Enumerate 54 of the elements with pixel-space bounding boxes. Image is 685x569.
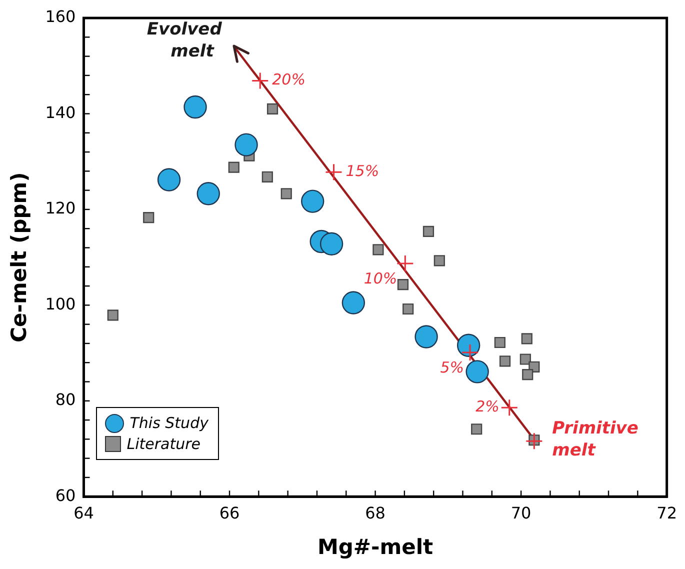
legend-label: Literature [126, 434, 201, 453]
x-axis-title: Mg#-melt [317, 534, 434, 559]
y-tick-label: 60 [55, 486, 76, 505]
y-tick-label: 140 [45, 102, 76, 122]
point [228, 162, 240, 173]
point [324, 163, 342, 181]
annotation: 2% [476, 397, 500, 416]
point [500, 398, 518, 416]
x-tick-label: 72 [656, 503, 677, 522]
point [402, 303, 414, 315]
point [320, 232, 344, 256]
point [397, 279, 409, 290]
x-tick-label: 68 [365, 503, 386, 522]
x-tick-label: 70 [510, 503, 532, 522]
annotation: 10% [364, 269, 398, 288]
point [262, 171, 273, 182]
point [266, 103, 278, 114]
point [107, 310, 118, 321]
annotation: Evolved melt [146, 20, 223, 62]
point [422, 226, 434, 238]
point [434, 255, 445, 266]
point [280, 188, 292, 200]
point [196, 182, 220, 206]
legend-label: This Study [130, 414, 208, 432]
point [414, 325, 438, 348]
annotation: Primitive melt [552, 418, 638, 461]
point [471, 424, 482, 435]
y-tick-label: 80 [55, 390, 76, 410]
y-axis-title: Ce-melt (ppm) [7, 172, 32, 342]
point [342, 291, 366, 314]
point [521, 333, 532, 344]
y-tick-label: 160 [45, 7, 76, 26]
point [494, 336, 506, 348]
point [143, 212, 154, 224]
x-tick-label: 66 [219, 503, 240, 522]
point [157, 168, 181, 192]
annotation: 15% [346, 162, 380, 180]
point [499, 356, 511, 367]
point [522, 369, 534, 380]
y-tick-label: 100 [45, 294, 76, 314]
point [525, 432, 543, 450]
point [372, 244, 384, 256]
point [396, 254, 414, 272]
point [466, 360, 489, 384]
point [301, 190, 324, 213]
point [234, 133, 258, 156]
x-tick-label: 64 [74, 503, 94, 522]
point [251, 72, 269, 90]
point [184, 95, 207, 119]
point [456, 334, 480, 357]
point [520, 354, 531, 365]
annotation: 5% [440, 358, 464, 376]
y-tick-label: 120 [45, 198, 76, 218]
annotation: 20% [272, 70, 306, 89]
